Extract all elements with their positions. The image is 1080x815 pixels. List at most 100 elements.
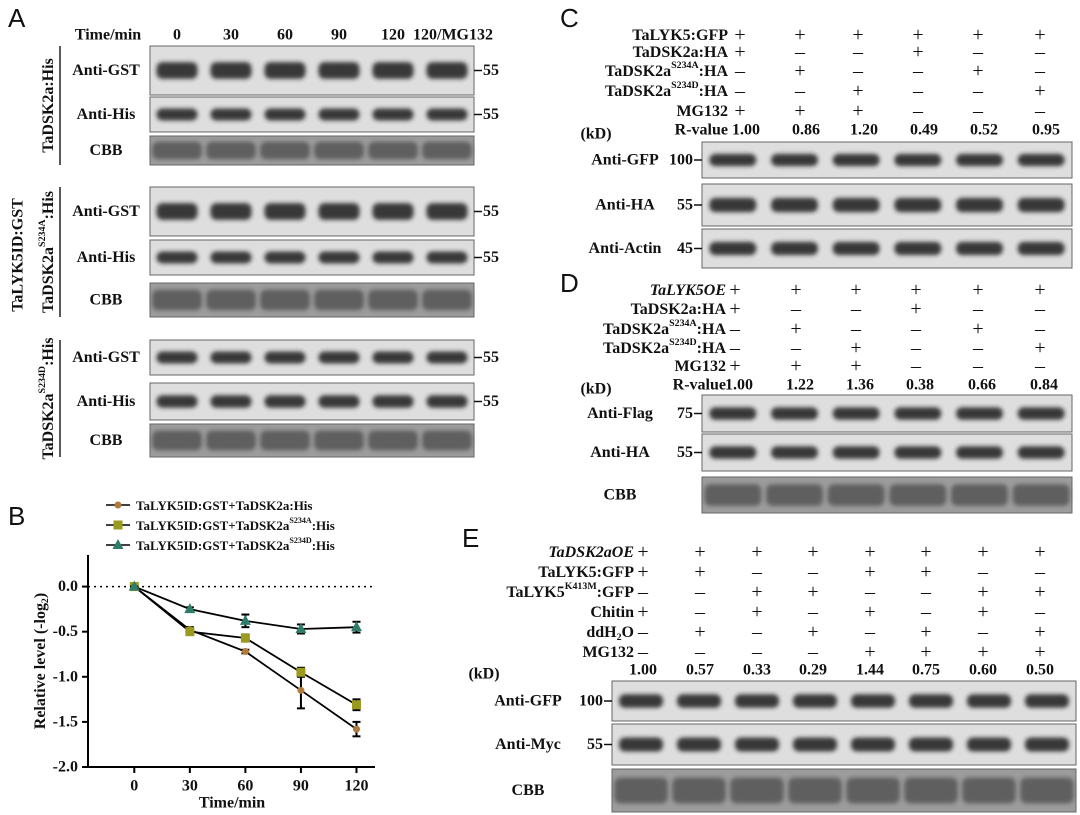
sign: + bbox=[729, 279, 740, 301]
sign: – bbox=[1034, 601, 1046, 623]
condition-label: TaDSK2a:HA bbox=[631, 301, 727, 318]
band bbox=[426, 108, 468, 121]
panel-label: A bbox=[8, 3, 26, 33]
band bbox=[832, 446, 880, 459]
size-marker: 55 bbox=[483, 62, 499, 79]
size-marker: 55 bbox=[677, 444, 693, 461]
condition-label: TaDSK2aS234D:HA bbox=[603, 337, 726, 357]
sign: + bbox=[864, 561, 875, 583]
legend-label: TaLYK5ID:GST+TaDSK2aS234A:His bbox=[136, 516, 335, 533]
x-axis-label: Time/min bbox=[199, 795, 265, 812]
condition-label-part: TaLYK5OE bbox=[650, 282, 726, 299]
panel-label: D bbox=[560, 268, 579, 298]
sign: + bbox=[920, 641, 931, 663]
sign: + bbox=[807, 541, 818, 563]
sign: – bbox=[794, 41, 806, 63]
band bbox=[908, 737, 954, 752]
band bbox=[792, 694, 838, 708]
row-label: Anti-HA bbox=[590, 444, 650, 461]
band bbox=[368, 430, 418, 451]
sign: – bbox=[637, 581, 649, 603]
sign: + bbox=[807, 581, 818, 603]
band bbox=[264, 251, 306, 264]
sign: + bbox=[864, 601, 875, 623]
condition-label-part: S234D bbox=[671, 80, 699, 91]
row-label: Anti-GFP bbox=[494, 693, 562, 710]
point bbox=[352, 725, 360, 733]
x-tick-label: 120 bbox=[344, 778, 368, 795]
row-label: Anti-Actin bbox=[589, 240, 662, 257]
group-label-part: TaDSK2a bbox=[40, 393, 57, 459]
band bbox=[709, 197, 757, 213]
band bbox=[771, 153, 818, 167]
band bbox=[889, 484, 947, 506]
legend-label-part: :His bbox=[312, 518, 335, 533]
time-value: 120/MG132 bbox=[413, 27, 493, 44]
size-marker: 55 bbox=[677, 197, 693, 214]
band bbox=[850, 694, 896, 708]
band bbox=[832, 407, 880, 420]
sign: – bbox=[920, 581, 932, 603]
blot-box bbox=[149, 135, 475, 166]
band bbox=[368, 289, 418, 311]
band bbox=[422, 289, 472, 311]
y-tick-label: -1.5 bbox=[53, 713, 78, 730]
sign: + bbox=[977, 541, 988, 563]
panel-label: B bbox=[8, 501, 25, 531]
sign: + bbox=[972, 279, 983, 301]
band bbox=[210, 395, 252, 408]
row-label: CBB bbox=[90, 142, 123, 159]
row-label: Anti-GFP bbox=[591, 152, 659, 169]
sign: + bbox=[850, 355, 861, 377]
row-label: Anti-Myc bbox=[495, 736, 561, 753]
band bbox=[908, 694, 954, 708]
band bbox=[210, 203, 252, 220]
sign: + bbox=[637, 601, 648, 623]
y-tick-label: -0.5 bbox=[53, 623, 78, 640]
band bbox=[318, 395, 360, 408]
y-axis-label-part: 2 bbox=[40, 598, 51, 603]
band bbox=[372, 351, 414, 364]
x-tick-label: 0 bbox=[130, 778, 138, 795]
y-axis-label-part: Relative level (-log bbox=[32, 603, 49, 729]
band bbox=[832, 153, 880, 167]
y-axis-label: Relative level (-log2) bbox=[32, 593, 52, 729]
band bbox=[368, 141, 418, 160]
blot-box bbox=[701, 141, 1073, 179]
sign: + bbox=[637, 561, 648, 583]
kd-label: (kD) bbox=[580, 126, 611, 143]
sign: + bbox=[751, 581, 762, 603]
sign: – bbox=[972, 337, 984, 359]
quant-value: 1.20 bbox=[850, 122, 878, 139]
band bbox=[422, 141, 472, 160]
condition-label-part: TaDSK2a bbox=[603, 321, 669, 338]
sign: – bbox=[794, 80, 806, 102]
band bbox=[966, 737, 1012, 752]
sign: – bbox=[850, 318, 862, 340]
sign: – bbox=[790, 298, 802, 320]
sign: – bbox=[852, 41, 864, 63]
sign: – bbox=[751, 561, 763, 583]
band bbox=[156, 108, 198, 121]
band bbox=[264, 62, 306, 79]
sign: – bbox=[972, 355, 984, 377]
condition-label-part: 2 bbox=[617, 632, 622, 643]
sign: + bbox=[852, 80, 863, 102]
band bbox=[206, 430, 256, 451]
condition-label-part: MG132 bbox=[582, 644, 634, 661]
sign: – bbox=[910, 355, 922, 377]
band bbox=[676, 694, 722, 708]
condition-label-part: S234A bbox=[671, 60, 699, 71]
side-label: TaLYK5ID:GST bbox=[10, 198, 27, 312]
sign: – bbox=[864, 621, 876, 643]
sign: + bbox=[1034, 279, 1045, 301]
sign: + bbox=[972, 318, 983, 340]
band bbox=[730, 777, 784, 804]
size-marker: 55 bbox=[483, 393, 499, 410]
point bbox=[351, 700, 361, 710]
sign: + bbox=[1034, 641, 1045, 663]
quant-value: 1.00 bbox=[732, 122, 760, 139]
sign: + bbox=[734, 41, 745, 63]
band bbox=[314, 141, 364, 160]
